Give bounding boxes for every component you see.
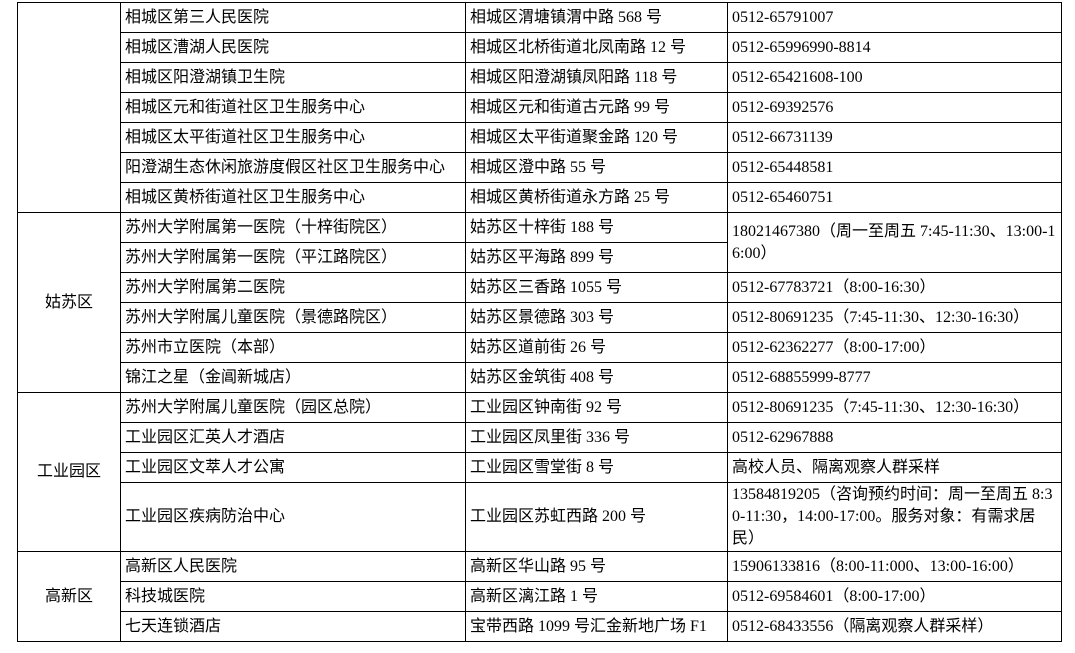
facility-name-cell: 苏州大学附属第一医院（平江路院区） — [120, 242, 466, 273]
address-cell: 工业园区苏虹西路 200 号 — [465, 482, 728, 552]
phone-cell: 0512-68433556（隔离观察人群采样） — [727, 611, 1062, 642]
phone-cell: 0512-69392576 — [727, 92, 1062, 123]
facility-name-cell: 相城区元和街道社区卫生服务中心 — [120, 92, 466, 123]
facility-name-cell: 高新区人民医院 — [120, 551, 466, 582]
table-row: 七天连锁酒店 宝带西路 1099 号汇金新地广场 F1 0512-68433556（… — [18, 611, 1062, 642]
facility-name-cell: 相城区黄桥街道社区卫生服务中心 — [120, 182, 466, 213]
facility-name-cell: 工业园区疾病防治中心 — [120, 482, 466, 552]
address-cell: 姑苏区三香路 1055 号 — [465, 272, 728, 303]
table-row: 苏州市立医院（本部） 姑苏区道前街 26 号 0512-62362277（8:00-… — [18, 332, 1062, 363]
phone-cell: 0512-62967888 — [727, 422, 1062, 453]
phone-cell: 18021467380（周一至周五 7:45-11:30、13:00-16:00… — [727, 212, 1062, 273]
table-row: 苏州大学附属第一医院（平江路院区） 姑苏区平海路 899 号 — [18, 242, 1062, 273]
facility-name-cell: 相城区太平街道社区卫生服务中心 — [120, 122, 466, 153]
facility-name-cell: 相城区阳澄湖镇卫生院 — [120, 62, 466, 93]
phone-cell: 0512-65421608-100 — [727, 62, 1062, 93]
address-cell: 相城区太平街道聚金路 120 号 — [465, 122, 728, 153]
phone-cell: 13584819205（咨询预约时间：周一至周五 8:30-11:30，14:0… — [727, 482, 1062, 552]
phone-cell: 0512-62362277（8:00-17:00） — [727, 332, 1062, 363]
phone-cell: 0512-65460751 — [727, 182, 1062, 213]
table-row: 相城区第三人民医院 相城区渭塘镇渭中路 568 号 0512-65791007 — [17, 2, 1062, 213]
address-cell: 姑苏区十梓街 188 号 — [465, 212, 728, 243]
address-cell: 宝带西路 1099 号汇金新地广场 F1 — [465, 611, 728, 642]
district-cell: 姑苏区 — [17, 212, 121, 393]
facility-name-cell: 锦江之星（金阊新城店） — [120, 362, 466, 393]
table-row: 工业园区 苏州大学附属儿童医院（园区总院） 工业园区钟南街 92 号 0512-806… — [17, 392, 1062, 552]
address-cell: 高新区漓江路 1 号 — [465, 581, 728, 612]
table-row: 阳澄湖生态休闲旅游度假区社区卫生服务中心 相城区澄中路 55 号 0512-6544… — [18, 152, 1062, 183]
address-cell: 相城区澄中路 55 号 — [465, 152, 728, 183]
table-row: 相城区黄桥街道社区卫生服务中心 相城区黄桥街道永方路 25 号 0512-65460… — [18, 182, 1062, 213]
facility-name-cell: 工业园区汇英人才酒店 — [120, 422, 466, 453]
table-row: 姑苏区 苏州大学附属第一医院（十梓街院区） 姑苏区十梓街 188 号 18021467… — [17, 212, 1062, 393]
address-cell: 相城区渭塘镇渭中路 568 号 — [465, 2, 728, 33]
phone-cell: 0512-80691235（7:45-11:30、12:30-16:30） — [727, 392, 1062, 423]
facility-name-cell: 苏州市立医院（本部） — [120, 332, 466, 363]
address-cell: 相城区阳澄湖镇凤阳路 118 号 — [465, 62, 728, 93]
phone-cell: 0512-66731139 — [727, 122, 1062, 153]
facility-name-cell: 相城区第三人民医院 — [120, 2, 466, 33]
address-cell: 工业园区凤里街 336 号 — [465, 422, 728, 453]
phone-cell: 0512-65996990-8814 — [727, 32, 1062, 63]
address-cell: 工业园区钟南街 92 号 — [465, 392, 728, 423]
facility-name-cell: 苏州大学附属第二医院 — [120, 272, 466, 303]
address-cell: 姑苏区平海路 899 号 — [465, 242, 728, 273]
facility-name-cell: 科技城医院 — [120, 581, 466, 612]
table-row: 工业园区汇英人才酒店 工业园区凤里街 336 号 0512-62967888 — [18, 422, 1062, 453]
testing-sites-table: 相城区第三人民医院 相城区渭塘镇渭中路 568 号 0512-65791007 相城区… — [17, 2, 1062, 642]
phone-cell: 0512-69584601（8:00-17:00） — [727, 581, 1062, 612]
facility-name-cell: 苏州大学附属儿童医院（景德路院区） — [120, 302, 466, 333]
table-row: 科技城医院 高新区漓江路 1 号 0512-69584601（8:00-17:00） — [18, 581, 1062, 612]
table-row: 相城区阳澄湖镇卫生院 相城区阳澄湖镇凤阳路 118 号 0512-65421608-… — [18, 62, 1062, 93]
address-cell: 姑苏区景德路 303 号 — [465, 302, 728, 333]
address-cell: 工业园区雪堂街 8 号 — [465, 452, 728, 483]
facility-name-cell: 相城区漕湖人民医院 — [120, 32, 466, 63]
table-row: 锦江之星（金阊新城店） 姑苏区金筑街 408 号 0512-68855999-877… — [18, 362, 1062, 393]
table-body: 相城区第三人民医院 相城区渭塘镇渭中路 568 号 0512-65791007 相城区… — [17, 2, 1062, 642]
table-row: 工业园区疾病防治中心 工业园区苏虹西路 200 号 13584819205（咨询预约… — [18, 482, 1062, 552]
facility-name-cell: 七天连锁酒店 — [120, 611, 466, 642]
address-cell: 姑苏区金筑街 408 号 — [465, 362, 728, 393]
address-cell: 相城区元和街道古元路 99 号 — [465, 92, 728, 123]
table-row: 相城区元和街道社区卫生服务中心 相城区元和街道古元路 99 号 0512-69392… — [18, 92, 1062, 123]
district-cell: 高新区 — [17, 551, 121, 642]
phone-cell: 0512-65791007 — [727, 2, 1062, 33]
phone-cell: 15906133816（8:00-11:000、13:00-16:00） — [727, 551, 1062, 582]
phone-cell: 0512-68855999-8777 — [727, 362, 1062, 393]
phone-cell: 0512-67783721（8:00-16:30） — [727, 272, 1062, 303]
facility-name-cell: 工业园区文萃人才公寓 — [120, 452, 466, 483]
phone-cell: 高校人员、隔离观察人群采样 — [727, 452, 1062, 483]
facility-name-cell: 苏州大学附属第一医院（十梓街院区） — [120, 212, 466, 243]
table-row: 苏州大学附属儿童医院（景德路院区） 姑苏区景德路 303 号 0512-806912… — [18, 302, 1062, 333]
facility-name-cell: 阳澄湖生态休闲旅游度假区社区卫生服务中心 — [120, 152, 466, 183]
district-cell: 工业园区 — [17, 392, 121, 552]
address-cell: 相城区黄桥街道永方路 25 号 — [465, 182, 728, 213]
address-cell: 相城区北桥街道北凤南路 12 号 — [465, 32, 728, 63]
facility-name-cell: 苏州大学附属儿童医院（园区总院） — [120, 392, 466, 423]
table-row: 相城区漕湖人民医院 相城区北桥街道北凤南路 12 号 0512-65996990-8… — [18, 32, 1062, 63]
table-row: 苏州大学附属第二医院 姑苏区三香路 1055 号 0512-67783721（8:0… — [18, 272, 1062, 303]
phone-cell: 0512-80691235（7:45-11:30、12:30-16:30） — [727, 302, 1062, 333]
address-cell: 姑苏区道前街 26 号 — [465, 332, 728, 363]
district-cell — [17, 2, 121, 213]
address-cell: 高新区华山路 95 号 — [465, 551, 728, 582]
table-row: 高新区 高新区人民医院 高新区华山路 95 号 15906133816（8:00-11… — [17, 551, 1062, 642]
phone-cell: 0512-65448581 — [727, 152, 1062, 183]
table-row: 工业园区文萃人才公寓 工业园区雪堂街 8 号高校人员、隔离观察人群采样 — [18, 452, 1062, 483]
table-row: 相城区太平街道社区卫生服务中心 相城区太平街道聚金路 120 号 0512-6673… — [18, 122, 1062, 153]
